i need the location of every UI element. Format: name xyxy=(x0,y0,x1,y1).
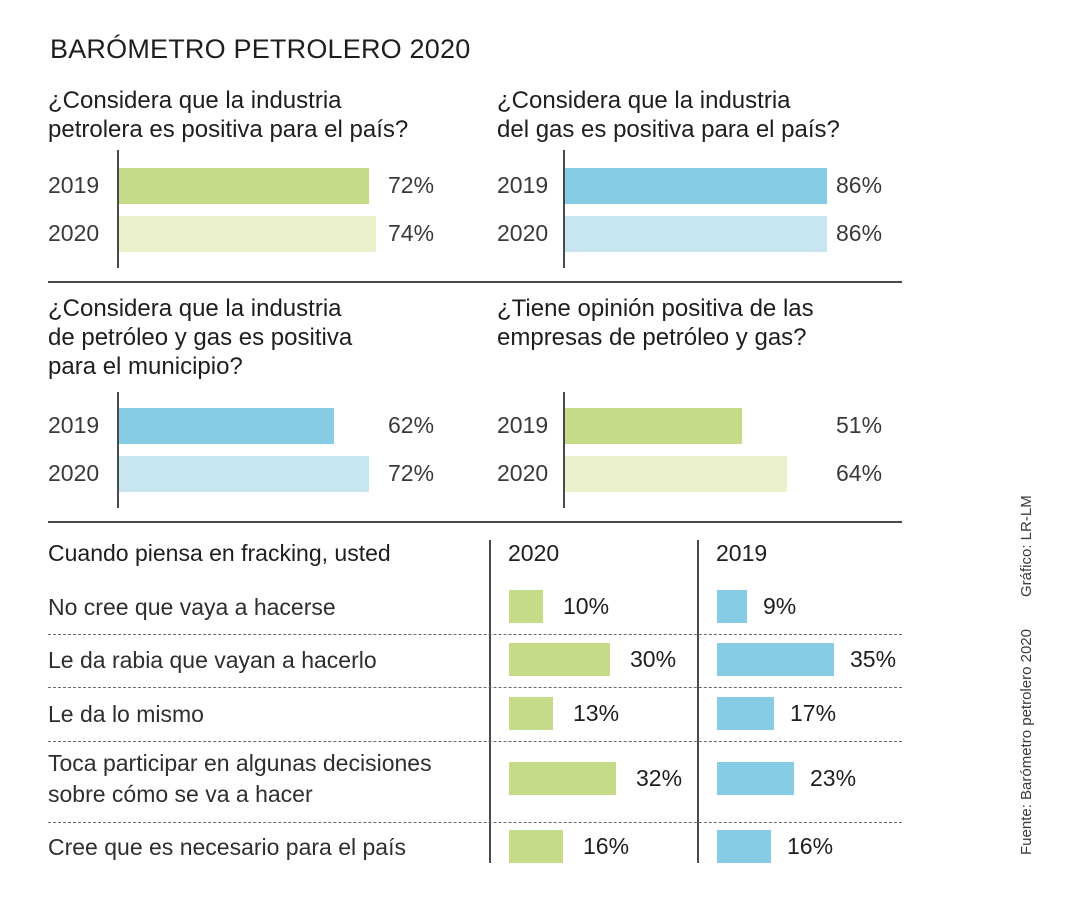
panel-4-axis xyxy=(563,392,565,508)
panel-1-value-label: 72% xyxy=(388,172,435,198)
column-divider-2 xyxy=(697,540,699,863)
credit-note: Gráfico: LR-LM xyxy=(1018,495,1035,597)
panel-2-question: ¿Considera que la industria del gas es po… xyxy=(497,86,840,144)
value-2019: 16% xyxy=(787,833,834,859)
panel-3-year-label: 2019 xyxy=(48,412,100,438)
bar-2020 xyxy=(509,762,616,795)
value-2019: 35% xyxy=(850,646,897,672)
panel-2-bar-2020 xyxy=(565,216,827,252)
bar-2020 xyxy=(509,643,610,676)
panel-3-value-label: 62% xyxy=(388,412,435,438)
panel-3-axis xyxy=(117,392,119,508)
column-header-2020: 2020 xyxy=(508,540,560,566)
panel-1-axis xyxy=(117,150,119,268)
panel-3-bar-2019 xyxy=(119,408,334,444)
panel-2-year-label: 2020 xyxy=(497,220,549,246)
question-line: ¿Tiene opinión positiva de las xyxy=(497,295,814,322)
bar-2019 xyxy=(717,830,771,863)
panel-4-question: ¿Tiene opinión positiva de las empresas d… xyxy=(497,294,814,352)
panel-2-axis xyxy=(563,150,565,268)
panel-2-bar-2019 xyxy=(565,168,827,204)
bar-2020 xyxy=(509,590,543,623)
panel-1-year-label: 2019 xyxy=(48,172,100,198)
row-label-line: Le da rabia que vayan a hacerlo xyxy=(48,647,377,673)
question-line: ¿Considera que la industria xyxy=(48,295,342,322)
table-row-label: Cree que es necesario para el país xyxy=(48,832,406,863)
panel-1-year-label: 2020 xyxy=(48,220,100,246)
panel-3-bar-2020 xyxy=(119,456,369,492)
panel-3-year-label: 2020 xyxy=(48,460,100,486)
row-separator-4 xyxy=(48,822,902,823)
bar-2019 xyxy=(717,697,774,730)
panel-4-bar-2020 xyxy=(565,456,787,492)
row-label-line: No cree que vaya a hacerse xyxy=(48,594,336,620)
bar-2020 xyxy=(509,830,563,863)
question-line: para el municipio? xyxy=(48,353,243,380)
panel-3-value-label: 72% xyxy=(388,460,435,486)
row-separator-1 xyxy=(48,634,902,635)
value-2020: 16% xyxy=(583,833,630,859)
table-row-label: Le da lo mismo xyxy=(48,699,204,730)
panel-4-value-label: 64% xyxy=(836,460,883,486)
value-2019: 9% xyxy=(763,593,797,619)
table-row-label: Toca participar en algunas decisiones sob… xyxy=(48,748,432,810)
section-divider-2 xyxy=(48,521,902,523)
value-2019: 17% xyxy=(790,700,837,726)
column-header-2019: 2019 xyxy=(716,540,768,566)
panel-3-question: ¿Considera que la industria de petróleo y… xyxy=(48,294,352,381)
panel-2-value-label: 86% xyxy=(836,220,883,246)
panel-1-value-label: 74% xyxy=(388,220,435,246)
panel-2-value-label: 86% xyxy=(836,172,883,198)
question-line: del gas es positiva para el país? xyxy=(497,116,840,143)
column-divider-1 xyxy=(489,540,491,863)
table-row-label: Le da rabia que vayan a hacerlo xyxy=(48,645,377,676)
row-label-line: Le da lo mismo xyxy=(48,701,204,727)
panel-4-value-label: 51% xyxy=(836,412,883,438)
value-2020: 10% xyxy=(563,593,610,619)
value-2020: 30% xyxy=(630,646,677,672)
panel-1-bar-2020 xyxy=(119,216,376,252)
panel-2-year-label: 2019 xyxy=(497,172,549,198)
table-row-label: No cree que vaya a hacerse xyxy=(48,592,336,623)
source-note: Fuente: Barómetro petrolero 2020 xyxy=(1018,629,1035,855)
panel-4-year-label: 2020 xyxy=(497,460,549,486)
value-2020: 32% xyxy=(636,765,683,791)
row-separator-2 xyxy=(48,687,902,688)
row-label-line: sobre cómo se va a hacer xyxy=(48,781,313,807)
question-line: petrolera es positiva para el país? xyxy=(48,116,409,143)
section-divider-1 xyxy=(48,281,902,283)
bar-2019 xyxy=(717,590,747,623)
panel-1-bar-2019 xyxy=(119,168,369,204)
row-label-line: Toca participar en algunas decisiones xyxy=(48,750,432,776)
panel-4-bar-2019 xyxy=(565,408,742,444)
table-title: Cuando piensa en fracking, usted xyxy=(48,540,391,566)
value-2020: 13% xyxy=(573,700,620,726)
question-line: empresas de petróleo y gas? xyxy=(497,324,807,351)
bar-2019 xyxy=(717,762,794,795)
row-label-line: Cree que es necesario para el país xyxy=(48,834,406,860)
page-title: BARÓMETRO PETROLERO 2020 xyxy=(50,34,471,64)
panel-1-question: ¿Considera que la industria petrolera es … xyxy=(48,86,408,144)
panel-4-year-label: 2019 xyxy=(497,412,549,438)
value-2019: 23% xyxy=(810,765,857,791)
bar-2019 xyxy=(717,643,834,676)
question-line: ¿Considera que la industria xyxy=(48,87,342,114)
question-line: de petróleo y gas es positiva xyxy=(48,324,353,351)
question-line: ¿Considera que la industria xyxy=(497,87,791,114)
row-separator-3 xyxy=(48,741,902,742)
bar-2020 xyxy=(509,697,553,730)
